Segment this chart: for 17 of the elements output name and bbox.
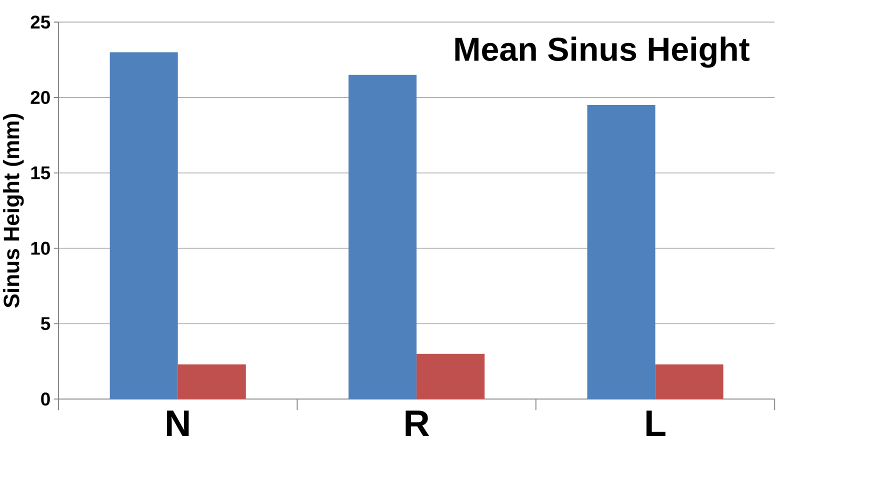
bar <box>416 354 485 399</box>
x-tick-label: R <box>406 410 430 436</box>
y-tick-label: 15 <box>31 166 50 180</box>
bar <box>110 52 178 399</box>
bar <box>348 74 417 399</box>
bar <box>587 104 656 399</box>
y-tick-label: 10 <box>31 242 50 255</box>
y-tick-label: 25 <box>30 15 50 28</box>
bar <box>178 364 246 399</box>
bar <box>655 364 724 399</box>
x-tick-label: N <box>167 410 189 436</box>
chart-title: Mean Sinus Height <box>455 36 750 68</box>
y-axis-title: Sinus Height (mm) <box>3 114 24 308</box>
y-tick-label: 0 <box>41 392 50 406</box>
x-tick-label: L <box>646 410 666 436</box>
y-tick-label: 5 <box>40 317 50 330</box>
y-tick-label: 20 <box>30 90 50 104</box>
